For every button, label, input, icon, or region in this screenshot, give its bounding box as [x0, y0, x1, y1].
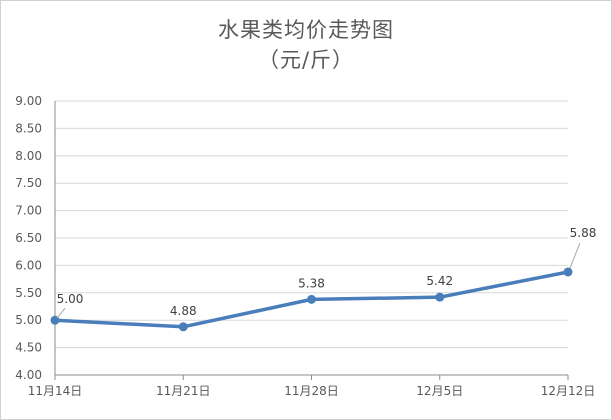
leader-line [56, 307, 66, 319]
data-label: 5.38 [298, 276, 325, 290]
data-point [563, 267, 573, 277]
data-label: 5.00 [57, 292, 84, 306]
y-tick-label: 6.50 [15, 231, 42, 245]
x-tick-label: 12月5日 [416, 384, 463, 398]
x-tick-label: 11月21日 [156, 384, 211, 398]
x-axis-ticks: 11月14日 11月21日 11月28日 12月5日 12月12日 [28, 375, 596, 398]
chart-title: 水果类均价走势图 [218, 18, 394, 42]
data-labels: 5.00 4.88 5.38 5.42 5.88 [56, 226, 597, 319]
y-tick-label: 7.00 [15, 204, 42, 218]
data-label: 5.42 [426, 274, 453, 288]
data-point [435, 292, 445, 302]
series-line [50, 267, 573, 332]
y-tick-label: 5.00 [15, 313, 42, 327]
x-tick-label: 11月14日 [28, 384, 83, 398]
y-tick-label: 4.00 [15, 368, 42, 382]
y-tick-label: 8.50 [15, 121, 42, 135]
data-label: 4.88 [170, 304, 197, 318]
y-tick-label: 7.50 [15, 176, 42, 190]
chart-subtitle: （元/斤） [257, 48, 355, 72]
leader-line [569, 242, 581, 269]
x-tick-label: 12月12日 [541, 384, 596, 398]
y-tick-label: 9.00 [15, 94, 42, 108]
y-tick-label: 6.00 [15, 258, 42, 272]
y-tick-label: 5.50 [15, 286, 42, 300]
data-point [178, 322, 188, 332]
y-tick-label: 4.50 [15, 341, 42, 355]
y-axis-ticks: 4.00 4.50 5.00 5.50 6.00 6.50 7.00 7.50 8.00 8.50… [15, 94, 42, 382]
y-tick-label: 8.00 [15, 149, 42, 163]
data-point [307, 294, 316, 304]
x-tick-label: 11月28日 [284, 384, 339, 398]
data-label: 5.88 [570, 226, 597, 240]
gridlines [55, 100, 568, 349]
